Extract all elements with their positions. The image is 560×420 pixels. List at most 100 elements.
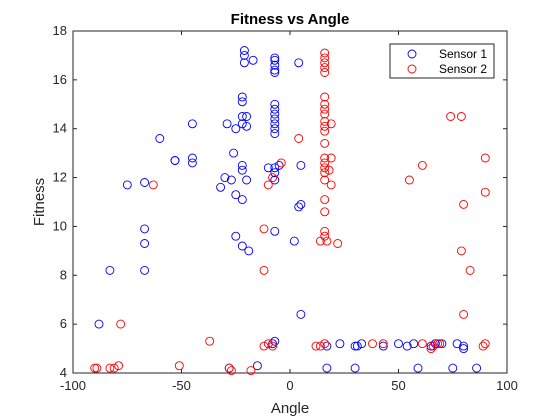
- data-point: [435, 339, 445, 349]
- data-point: [320, 48, 330, 58]
- data-point: [270, 163, 280, 173]
- data-point: [237, 112, 247, 121]
- data-point: [237, 92, 247, 102]
- data-point: [378, 341, 388, 351]
- data-point: [320, 126, 330, 136]
- data-point: [333, 239, 343, 248]
- data-point: [242, 175, 252, 185]
- axes: -100 -50 0 50 100 4 6 8 10 12 14 16 18: [53, 23, 518, 393]
- data-point: [357, 339, 367, 349]
- data-point: [417, 160, 427, 170]
- data-point: [222, 119, 232, 129]
- data-point: [244, 246, 254, 256]
- data-point: [270, 336, 280, 346]
- data-point: [446, 112, 456, 121]
- data-point: [456, 246, 466, 256]
- data-point: [122, 180, 132, 190]
- data-point: [448, 363, 458, 373]
- data-point: [320, 104, 330, 114]
- data-point: [270, 65, 280, 75]
- data-point: [268, 341, 278, 351]
- data-point: [270, 114, 280, 124]
- data-point: [465, 265, 475, 275]
- data-point: [320, 195, 330, 205]
- data-point: [296, 160, 306, 170]
- data-point: [320, 138, 330, 148]
- chart-title: Fitness vs Angle: [231, 11, 350, 28]
- data-point: [270, 119, 280, 129]
- data-points: [90, 46, 490, 376]
- data-point: [320, 207, 330, 217]
- data-point: [220, 173, 230, 183]
- data-point: [402, 341, 412, 351]
- data-point: [320, 153, 330, 163]
- y-axis-label: Fitness: [31, 178, 48, 226]
- x-tick-label: 0: [286, 378, 293, 393]
- data-point: [205, 336, 215, 346]
- data-point: [480, 187, 490, 197]
- data-point: [237, 195, 247, 205]
- data-point: [322, 341, 332, 351]
- data-point: [246, 366, 256, 376]
- data-point: [270, 60, 280, 70]
- data-point: [315, 341, 325, 351]
- data-point: [322, 236, 332, 246]
- data-point: [109, 363, 119, 373]
- legend-entry: Sensor 1: [439, 47, 487, 61]
- data-point: [242, 112, 252, 121]
- data-point: [148, 180, 158, 190]
- data-point: [276, 158, 286, 168]
- data-point: [224, 363, 234, 373]
- data-point: [274, 160, 284, 170]
- data-point: [480, 339, 490, 349]
- data-point: [472, 363, 482, 373]
- data-point: [430, 339, 440, 349]
- data-point: [116, 319, 126, 329]
- data-point: [426, 344, 436, 354]
- x-tick-label: 50: [391, 378, 405, 393]
- data-point: [270, 109, 280, 119]
- data-point: [231, 124, 241, 134]
- data-point: [226, 366, 236, 376]
- data-point: [270, 55, 280, 65]
- data-point: [242, 121, 252, 131]
- data-point: [239, 58, 249, 68]
- data-point: [326, 180, 336, 190]
- data-point: [296, 309, 306, 319]
- data-point: [320, 339, 330, 349]
- data-point: [480, 153, 490, 163]
- data-point: [270, 99, 280, 109]
- data-point: [326, 119, 336, 129]
- data-point: [259, 341, 269, 351]
- data-point: [140, 239, 150, 248]
- data-point: [335, 339, 345, 349]
- data-point: [404, 175, 414, 185]
- data-point: [140, 224, 150, 234]
- data-point: [320, 163, 330, 173]
- y-tick-label: 10: [53, 218, 67, 233]
- y-tick-label: 16: [53, 72, 67, 87]
- data-point: [452, 339, 462, 349]
- data-point: [259, 224, 269, 234]
- data-point: [320, 58, 330, 68]
- data-point: [263, 180, 273, 190]
- data-point: [229, 148, 239, 158]
- data-point: [409, 339, 419, 349]
- data-point: [252, 361, 262, 371]
- data-point: [320, 175, 330, 185]
- data-point: [459, 341, 469, 351]
- x-tick-label: 100: [496, 378, 518, 393]
- data-point: [311, 341, 321, 351]
- data-point: [216, 182, 226, 192]
- data-point: [170, 156, 180, 165]
- y-tick-label: 6: [60, 316, 67, 331]
- data-point: [140, 178, 150, 187]
- data-point: [320, 109, 330, 119]
- legend-box: [389, 43, 495, 79]
- data-point: [187, 153, 197, 163]
- data-point: [270, 124, 280, 134]
- data-point: [294, 202, 304, 212]
- data-point: [90, 363, 100, 373]
- data-point: [294, 134, 304, 143]
- data-point: [459, 344, 469, 354]
